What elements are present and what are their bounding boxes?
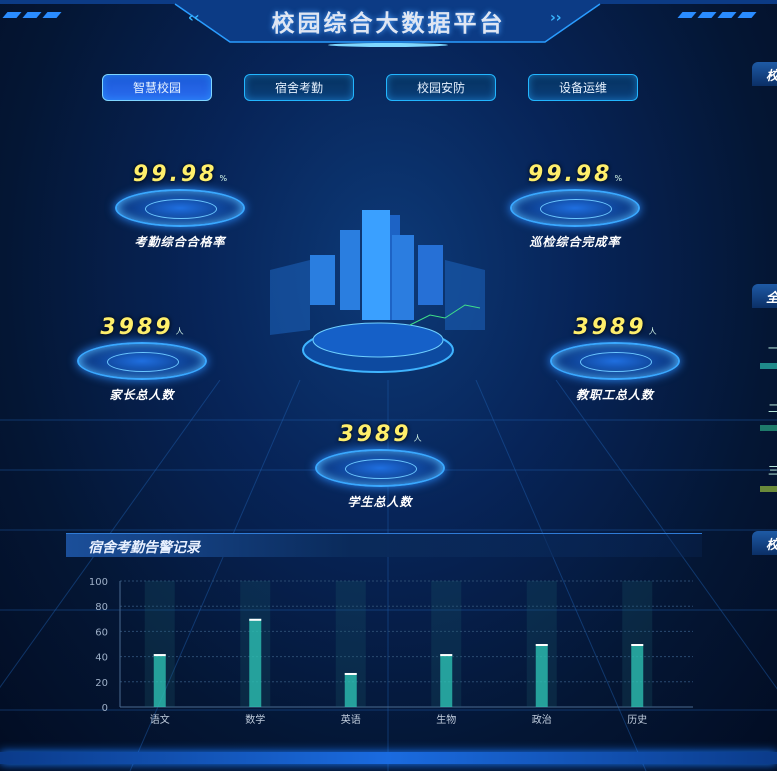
tab-dorm-attendance[interactable]: 宿舍考勤 [244,74,354,101]
chevron-left-icon: ‹‹ [188,10,200,26]
bar-cap [344,672,357,675]
stat-value: 3989 [338,422,412,447]
alarm-panel-header: 宿舍考勤告警记录 [66,533,702,557]
tab-smart-campus[interactable]: 智慧校园 [102,74,212,101]
right-panel-title: 校 [752,531,777,555]
stat-unit: 人 [175,327,184,336]
bar [631,644,644,707]
stat-unit: % [219,174,228,183]
bar [344,672,357,707]
rank-bar [760,486,777,492]
stat-disc [550,342,680,380]
y-tick-label: 40 [95,653,108,664]
y-tick-label: 100 [89,577,108,588]
rank-label: 三 [768,464,777,477]
stat-unit: 人 [648,327,657,336]
stat-patrol-rate: 99.98% 巡检综合完成率 [500,162,650,250]
stat-unit: % [614,174,623,183]
stat-disc [77,342,207,380]
x-tick-label: 政治 [532,713,552,726]
x-tick-label: 数学 [245,713,265,726]
bar [535,644,548,707]
stat-parents: 3989 人 家长总人数 [67,315,217,403]
stat-label: 教职工总人数 [575,388,654,402]
bar [249,618,262,707]
x-tick-label: 生物 [436,713,456,726]
rank-bar [760,363,777,369]
right-panel-title: 校 [752,62,777,86]
tab-campus-security[interactable]: 校园安防 [386,74,496,101]
x-tick-label: 历史 [627,714,647,726]
nav-tabs: 智慧校园 宿舍考勤 校园安防 设备运维 [102,74,638,101]
bar-cap [440,654,453,657]
tab-device-maintenance[interactable]: 设备运维 [528,74,638,101]
stat-value: 3989 [573,315,647,340]
stat-label: 考勤综合合格率 [134,235,226,249]
y-tick-label: 80 [95,602,108,613]
stat-label: 巡检综合完成率 [529,235,621,249]
stat-label: 学生总人数 [347,495,413,509]
stat-disc [510,189,640,227]
rank-label: 一 [768,342,777,355]
bar-cap [153,654,166,657]
y-tick-label: 60 [95,627,108,638]
stat-value: 99.98 [527,162,613,187]
bar [153,654,166,707]
stat-exam-rate: 99.98% 考勤综合合格率 [105,162,255,250]
stat-unit: 人 [413,434,422,443]
bar-cap [535,644,548,646]
bar-cap [249,618,262,621]
stat-label: 家长总人数 [109,388,175,402]
stat-staff: 3989 人 教职工总人数 [540,315,690,403]
right-panel-title: 全 [752,284,777,308]
footer-bar [0,752,777,764]
stat-value: 3989 [100,315,174,340]
rank-label: 二 [768,402,777,415]
bar-cap [631,644,644,646]
chevron-right-icon: ›› [550,10,562,26]
x-tick-label: 英语 [341,713,361,726]
header: ‹‹ ›› 校园综合大数据平台 [0,0,777,60]
page-title: 校园综合大数据平台 [271,11,506,37]
bar [440,654,453,707]
y-tick-label: 20 [95,678,108,689]
stat-disc [115,189,245,227]
alarm-panel-title: 宿舍考勤告警记录 [88,540,200,556]
rank-bar [760,425,777,431]
header-frame [0,0,777,47]
stat-value: 99.98 [132,162,218,187]
stat-disc [315,449,445,487]
campus-3d-illustration [270,210,485,373]
y-tick-label: 0 [102,703,108,714]
x-tick-label: 语文 [150,713,170,726]
stat-students: 3989 人 学生总人数 [305,422,455,510]
